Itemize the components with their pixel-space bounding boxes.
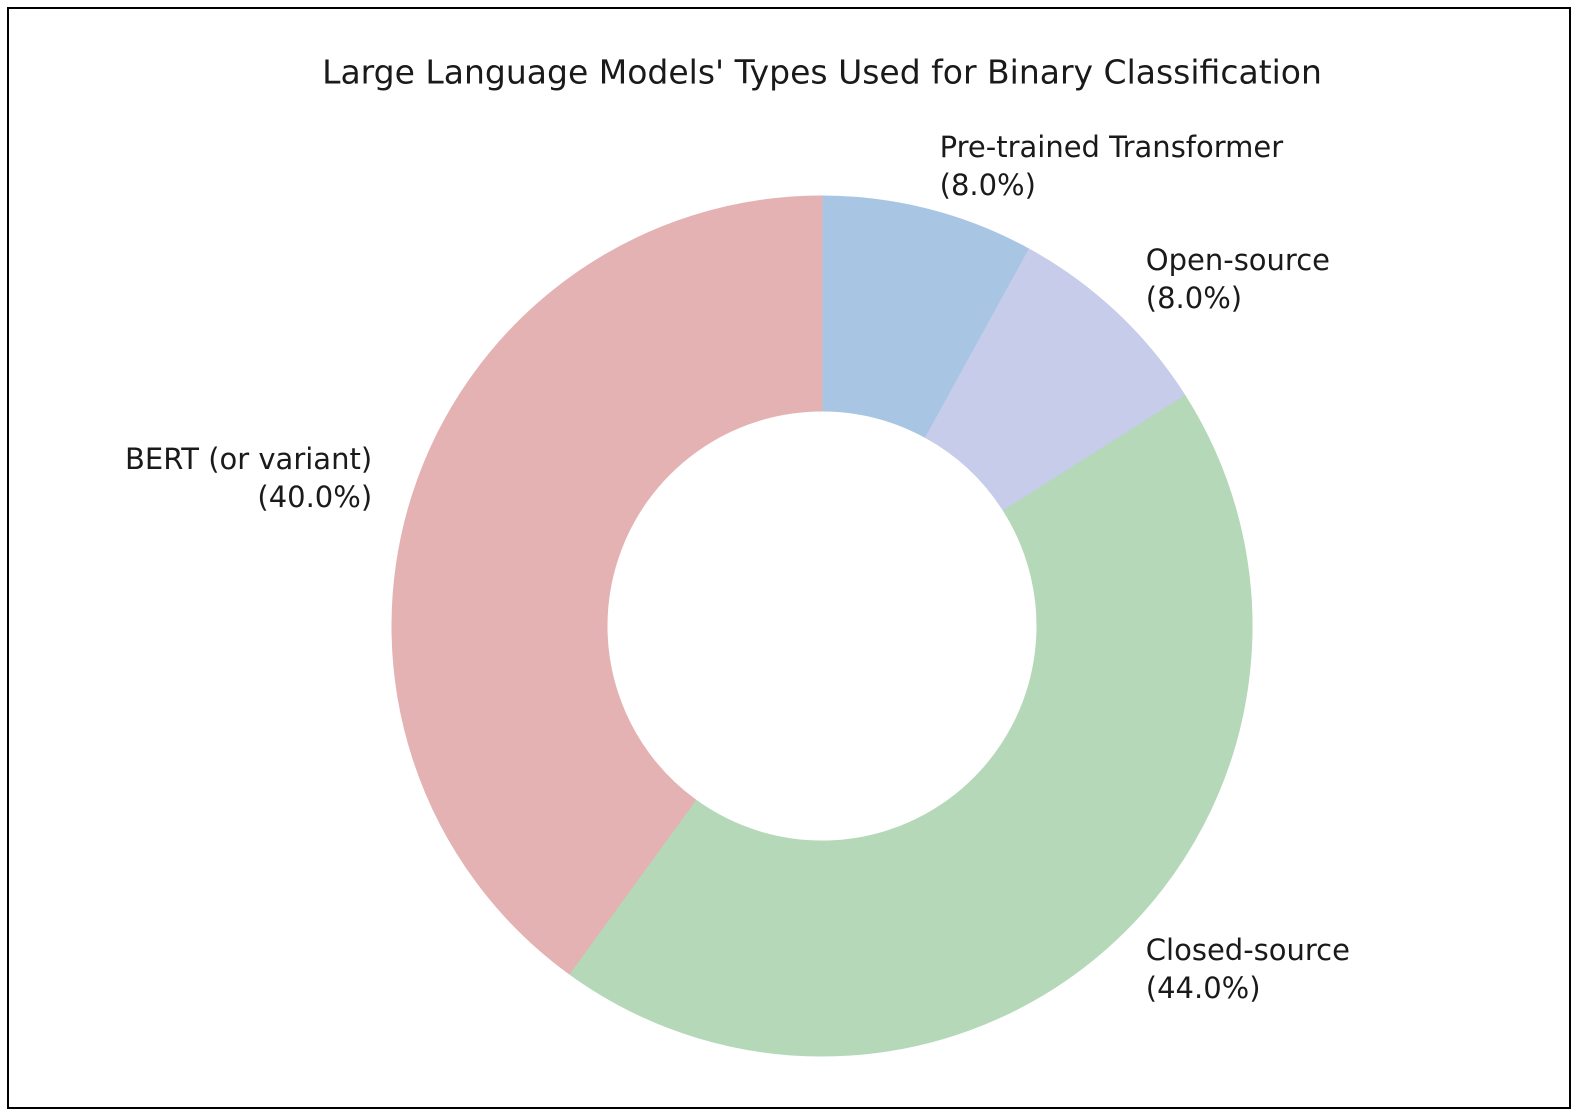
slice-label: Closed-source — [1146, 933, 1350, 967]
slice-label: BERT (or variant) — [125, 442, 372, 476]
chart-title: Large Language Models' Types Used for Bi… — [322, 53, 1322, 92]
value-label: (44.0%) — [1146, 971, 1261, 1005]
wedge — [391, 195, 823, 975]
slice-label: Open-source — [1146, 243, 1330, 277]
value-label: (40.0%) — [257, 480, 372, 514]
wedge — [568, 394, 1253, 1057]
slice-label: Pre-trained Transformer — [940, 130, 1284, 164]
value-label: (8.0%) — [940, 168, 1036, 202]
value-label: (8.0%) — [1146, 281, 1242, 315]
